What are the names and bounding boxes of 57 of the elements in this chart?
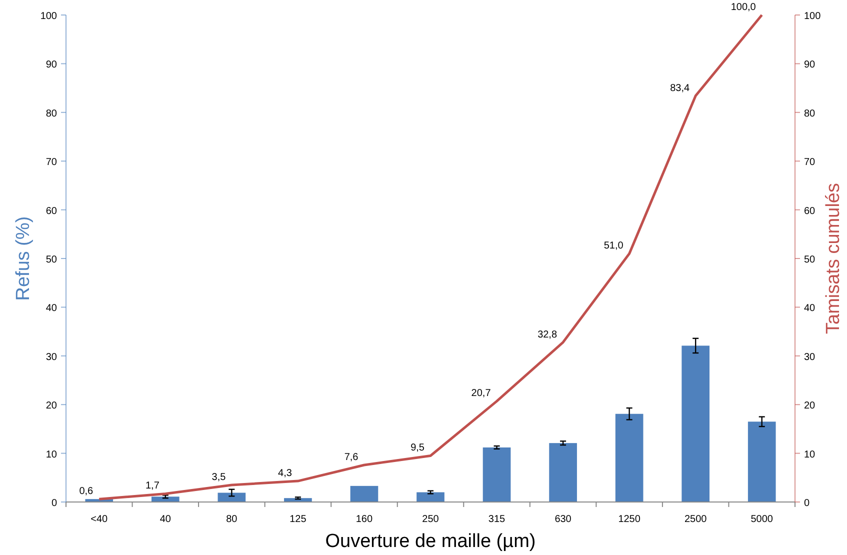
y-tick-label: 30 <box>46 352 58 363</box>
x-tick-label: 1250 <box>618 514 641 525</box>
y2-tick-label: 90 <box>804 60 816 71</box>
bar <box>682 346 710 502</box>
x-tick-label: 80 <box>226 514 238 525</box>
x-tick-label: 5000 <box>750 514 774 525</box>
data-label: 1,7 <box>146 480 160 492</box>
data-label: 83,4 <box>670 82 690 94</box>
data-label: 9,5 <box>410 442 425 454</box>
y-tick-label: 0 <box>51 498 58 509</box>
y-tick-label: 90 <box>46 60 58 71</box>
data-label: 32,8 <box>538 329 558 340</box>
y-axis-title: Refus (%) <box>13 216 34 301</box>
bar <box>615 414 644 502</box>
data-label: 7,6 <box>344 452 359 463</box>
y2-tick-label: 60 <box>804 206 816 217</box>
data-label: 0,6 <box>79 486 94 498</box>
line-series <box>98 14 764 500</box>
x-tick-label: 125 <box>290 514 307 525</box>
data-label: 20,7 <box>471 388 492 400</box>
bar <box>482 447 511 502</box>
y2-tick-label: 10 <box>804 449 816 460</box>
x-tick-label: 315 <box>488 514 506 525</box>
x-tick-label: 2500 <box>684 514 708 525</box>
y-tick-label: 70 <box>46 157 58 168</box>
x-tick-label: 160 <box>356 514 374 525</box>
y2-tick-label: 50 <box>804 254 816 266</box>
bar <box>549 443 577 502</box>
x-tick-label: 630 <box>554 514 572 525</box>
y-tick-label: 50 <box>46 254 58 266</box>
y2-tick-label: 20 <box>804 400 816 412</box>
y-tick-label: 10 <box>46 449 58 460</box>
y-tick-label: 20 <box>46 400 58 412</box>
y2-tick-label: 100 <box>804 11 822 22</box>
y-tick-label: 40 <box>46 303 58 314</box>
bar <box>416 492 444 502</box>
data-label: 3,5 <box>212 472 226 483</box>
data-label: 4,3 <box>278 468 292 480</box>
bar <box>218 492 246 502</box>
y2-tick-label: 80 <box>804 108 816 120</box>
x-axis-title: Ouverture de maille (µm) <box>325 531 536 552</box>
y-tick-label: 100 <box>40 11 58 22</box>
bar <box>350 486 378 502</box>
x-tick-label: 40 <box>160 514 172 525</box>
y-tick-label: 80 <box>46 108 58 120</box>
bar <box>151 496 180 502</box>
y2-tick-label: 0 <box>804 498 810 509</box>
y2-tick-label: 30 <box>804 352 816 363</box>
x-tick-label: 250 <box>422 514 440 525</box>
data-label: 100,0 <box>730 2 756 13</box>
y2-axis-title: Tamisats cumulés <box>823 183 844 334</box>
y-tick-label: 60 <box>46 206 58 217</box>
data-label: 51,0 <box>604 240 624 252</box>
y2-tick-label: 70 <box>804 157 816 168</box>
bar <box>748 422 776 502</box>
x-tick-label: <40 <box>90 514 108 525</box>
y2-tick-label: 40 <box>804 303 816 314</box>
